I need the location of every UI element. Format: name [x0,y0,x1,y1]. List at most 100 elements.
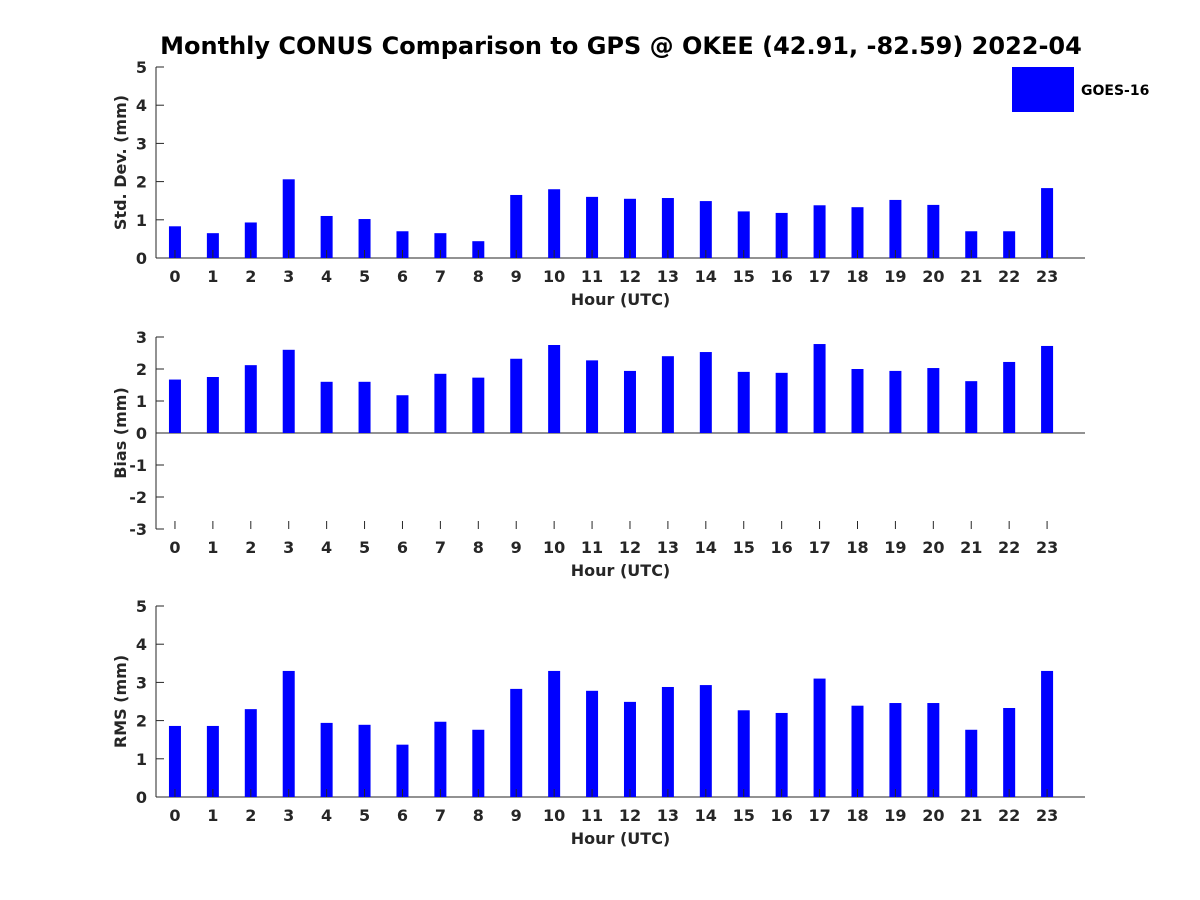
bias-y-tick-label: 3 [136,328,147,347]
bias-x-tick-label: 20 [922,538,944,557]
std-dev-bar [510,194,523,258]
bias-bar [206,377,219,433]
std-dev-bar [889,199,902,258]
bias-bar [282,349,295,433]
rms-bar [472,729,485,797]
std-dev-bar [927,204,940,258]
std-dev-x-tick-label: 13 [657,267,679,286]
bias-x-tick-label: 21 [960,538,982,557]
bias-bar [927,368,940,433]
std-dev-x-tick-label: 18 [846,267,868,286]
rms-bar [548,670,561,797]
std-dev-x-tick-label: 23 [1036,267,1058,286]
std-dev-bar [396,231,409,258]
bias-y-tick-label: -2 [129,488,147,507]
rms-bar [358,724,371,797]
std-dev-bar [472,241,485,258]
std-dev-bar [1003,231,1016,258]
bias-y-tick-label: -3 [129,520,147,539]
bias-x-tick-label: 3 [283,538,294,557]
bias-x-tick-label: 4 [321,538,332,557]
bias-bar [851,369,864,433]
std-dev-y-tick-label: 1 [136,211,147,230]
std-dev-x-tick-label: 22 [998,267,1020,286]
std-dev-bar [661,198,674,258]
rms-bar [623,701,636,797]
std-dev-x-tick-label: 11 [581,267,603,286]
std-dev-bar [206,233,219,258]
rms-x-tick-label: 9 [511,806,522,825]
std-dev-x-tick-label: 0 [169,267,180,286]
rms-x-label: Hour (UTC) [571,829,671,848]
rms-bar [851,705,864,797]
rms-x-tick-label: 10 [543,806,565,825]
rms-bar [434,721,447,797]
bias-bar [358,381,371,433]
std-dev-bar [699,201,712,258]
bias-bar [775,372,788,433]
rms-bar [282,670,295,797]
bias-y-tick-label: -1 [129,456,147,475]
bias-x-tick-label: 9 [511,538,522,557]
rms-x-tick-label: 22 [998,806,1020,825]
std-dev-x-tick-label: 19 [884,267,906,286]
bias-x-tick-label: 11 [581,538,603,557]
bias-y-tick-label: 2 [136,360,147,379]
std-dev-x-tick-label: 16 [771,267,793,286]
rms-x-tick-label: 20 [922,806,944,825]
rms-bar [775,712,788,797]
legend-label: GOES-16 [1081,83,1149,99]
bias-bar [586,360,599,433]
bias-x-tick-label: 13 [657,538,679,557]
bias-x-tick-label: 10 [543,538,565,557]
rms-x-tick-label: 5 [359,806,370,825]
std-dev-x-tick-label: 5 [359,267,370,286]
rms-bar [586,690,599,797]
rms-x-tick-label: 23 [1036,806,1058,825]
rms-x-tick-label: 0 [169,806,180,825]
std-dev-bar [320,215,333,258]
rms-x-tick-label: 8 [473,806,484,825]
rms-bar [813,678,826,797]
rms-x-tick-label: 19 [884,806,906,825]
std-dev-x-tick-label: 1 [207,267,218,286]
std-dev-bar [282,179,295,258]
rms-y-tick-label: 2 [136,712,147,731]
bias-x-tick-label: 17 [808,538,830,557]
rms-y-tick-label: 3 [136,673,147,692]
rms-bar [965,729,978,797]
rms-bar [661,686,674,797]
bias-bar [699,352,712,433]
std-dev-bar [1041,188,1054,258]
std-dev-bar [813,205,826,258]
rms-bar [927,703,940,797]
std-dev-x-tick-label: 12 [619,267,641,286]
bias-x-tick-label: 2 [245,538,256,557]
rms-x-tick-label: 11 [581,806,603,825]
bias-x-tick-label: 18 [846,538,868,557]
bias-bar [320,381,333,433]
bias-bar [1041,345,1054,433]
bias-x-tick-label: 19 [884,538,906,557]
bias-x-tick-label: 0 [169,538,180,557]
bias-bar [548,345,561,433]
bias-x-tick-label: 22 [998,538,1020,557]
rms-bar [206,725,219,797]
bias-x-tick-label: 6 [397,538,408,557]
bias-x-tick-label: 1 [207,538,218,557]
bias-x-tick-label: 23 [1036,538,1058,557]
std-dev-x-tick-label: 7 [435,267,446,286]
rms-bar [396,744,409,797]
bias-x-tick-label: 5 [359,538,370,557]
std-dev-x-tick-label: 8 [473,267,484,286]
rms-y-tick-label: 1 [136,750,147,769]
bias-x-tick-label: 16 [771,538,793,557]
rms-x-tick-label: 18 [846,806,868,825]
bias-bar [737,371,750,433]
rms-x-tick-label: 3 [283,806,294,825]
rms-bar [737,710,750,797]
std-dev-x-tick-label: 4 [321,267,332,286]
